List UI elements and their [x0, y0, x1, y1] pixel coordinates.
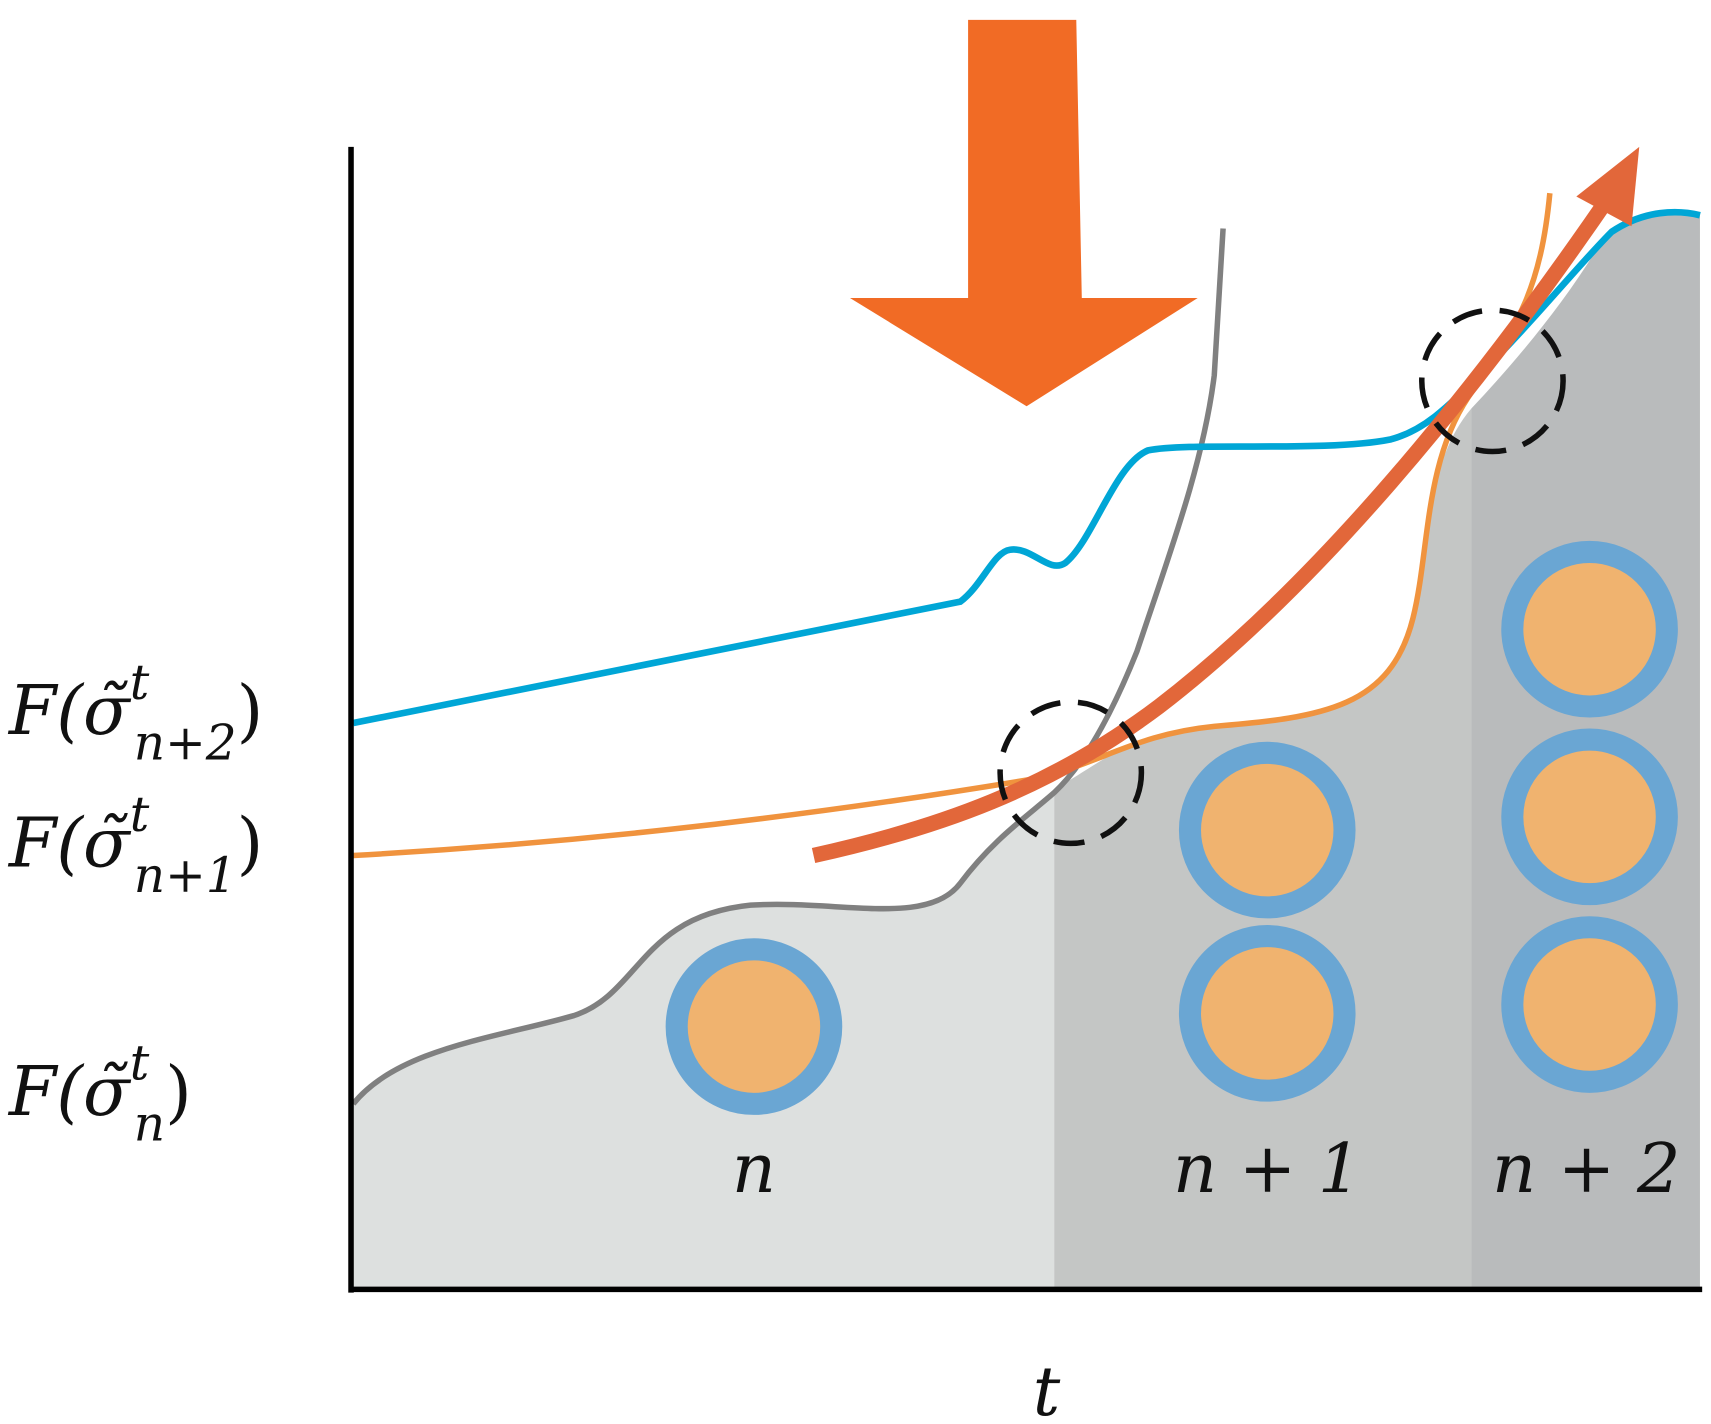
- label-sup: t: [130, 655, 150, 711]
- dashed-circle: [1419, 307, 1566, 455]
- y-label: F(σ̃t n): [7, 1036, 192, 1153]
- label-close: ): [237, 804, 264, 884]
- particle: [1178, 741, 1356, 919]
- particle: [1501, 540, 1678, 718]
- label-sup: t: [130, 1036, 150, 1092]
- y-label: F(σ̃t n+1): [7, 787, 264, 904]
- region-label: n + 1: [1173, 1129, 1361, 1209]
- trend-arrowhead: [1576, 146, 1640, 227]
- trend-arrow: [811, 185, 1621, 864]
- label-sub: n+2: [134, 715, 237, 771]
- label-main: F(σ̃: [7, 671, 132, 751]
- gray-curve: [351, 228, 1226, 1106]
- cyan-curve: [352, 208, 1701, 727]
- particle: [665, 938, 843, 1115]
- label-sub: n+1: [134, 848, 237, 904]
- label-sub: n: [134, 1096, 165, 1152]
- dashed-circle: [997, 699, 1145, 847]
- label-close: ): [237, 671, 264, 751]
- x-axis-label: t: [1033, 1352, 1061, 1424]
- particle: [1178, 925, 1356, 1102]
- region-label: n + 2: [1492, 1129, 1680, 1209]
- particle: [1501, 916, 1678, 1093]
- label-main: F(σ̃: [7, 804, 132, 884]
- region-label: n: [732, 1129, 776, 1209]
- y-label: F(σ̃t n+2): [7, 655, 264, 772]
- label-close: ): [165, 1052, 192, 1132]
- particles: [665, 540, 1678, 1115]
- label-sup: t: [130, 787, 150, 843]
- down-arrow: [849, 19, 1198, 407]
- label-main: F(σ̃: [7, 1052, 132, 1132]
- particle: [1501, 728, 1678, 906]
